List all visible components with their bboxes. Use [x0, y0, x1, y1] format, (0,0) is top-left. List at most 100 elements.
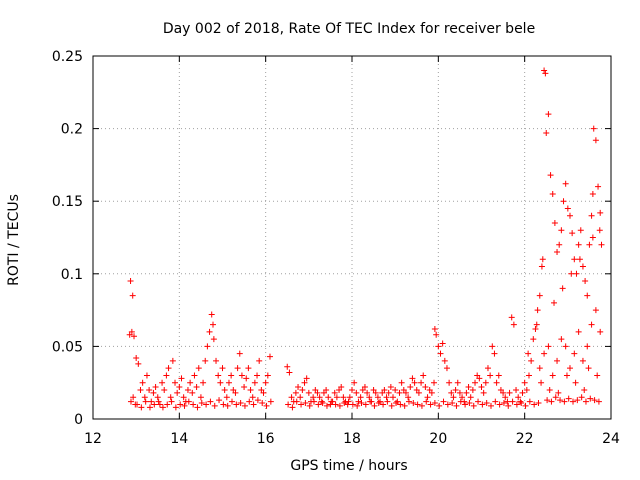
y-tick-label: 0	[74, 412, 83, 428]
data-point	[554, 357, 561, 364]
data-point	[562, 180, 569, 187]
data-point	[243, 375, 250, 382]
data-point	[148, 398, 155, 405]
data-point	[197, 394, 204, 401]
data-point	[247, 386, 254, 393]
data-point	[146, 404, 153, 411]
data-point	[375, 400, 382, 407]
data-point	[482, 379, 489, 386]
data-point	[295, 384, 302, 391]
data-point	[483, 400, 490, 407]
data-point	[536, 292, 543, 299]
data-point	[590, 125, 597, 132]
data-point	[206, 328, 213, 335]
data-point	[358, 400, 365, 407]
data-point	[131, 333, 138, 340]
data-point	[435, 343, 442, 350]
data-point	[266, 353, 273, 360]
data-point	[194, 404, 201, 411]
data-point	[541, 67, 548, 74]
data-point	[210, 336, 217, 343]
data-point	[407, 384, 414, 391]
data-point	[159, 379, 166, 386]
data-point	[500, 400, 507, 407]
data-point	[519, 389, 526, 396]
data-point	[232, 389, 239, 396]
data-point	[573, 270, 580, 277]
data-point	[130, 394, 137, 401]
data-point	[133, 355, 140, 362]
data-point	[142, 398, 149, 405]
data-point	[504, 398, 511, 405]
data-point	[355, 398, 362, 405]
data-point	[210, 321, 217, 328]
data-point	[262, 379, 269, 386]
data-point	[551, 299, 558, 306]
data-point	[146, 386, 153, 393]
data-point	[526, 398, 533, 405]
data-point	[311, 398, 318, 405]
data-point	[466, 400, 473, 407]
data-point	[216, 397, 223, 404]
data-point	[284, 363, 291, 370]
data-point	[397, 401, 404, 408]
data-point	[569, 230, 576, 237]
data-point	[424, 394, 431, 401]
data-point	[423, 398, 430, 405]
data-point	[431, 325, 438, 332]
data-point	[215, 372, 222, 379]
data-point	[267, 398, 274, 405]
data-point	[457, 398, 464, 405]
data-point	[234, 365, 241, 372]
data-point	[484, 365, 491, 372]
data-point	[558, 227, 565, 234]
data-point	[564, 205, 571, 212]
data-point	[479, 401, 486, 408]
data-point	[491, 350, 498, 357]
data-point	[385, 389, 392, 396]
data-point	[393, 400, 400, 407]
data-point	[325, 394, 332, 401]
data-point	[422, 384, 429, 391]
data-point	[316, 394, 323, 401]
data-point	[135, 360, 142, 367]
data-point	[164, 401, 171, 408]
data-point	[546, 386, 553, 393]
data-point	[556, 241, 563, 248]
data-point	[475, 398, 482, 405]
data-point	[381, 386, 388, 393]
data-point	[315, 401, 322, 408]
data-point	[409, 375, 416, 382]
data-point	[301, 379, 308, 386]
data-point	[480, 389, 487, 396]
data-point	[443, 365, 450, 372]
data-point	[595, 398, 602, 405]
data-point	[180, 394, 187, 401]
x-tick-label: 18	[343, 431, 361, 447]
data-point	[548, 398, 555, 405]
data-point	[225, 379, 232, 386]
data-point	[185, 398, 192, 405]
data-point	[433, 331, 440, 338]
data-point	[587, 395, 594, 402]
data-point	[444, 401, 451, 408]
data-point	[336, 402, 343, 409]
data-point	[592, 307, 599, 314]
data-point	[441, 357, 448, 364]
data-point	[571, 350, 578, 357]
data-point	[450, 394, 457, 401]
data-point	[584, 292, 591, 299]
data-points	[126, 67, 605, 411]
data-point	[513, 401, 520, 408]
data-point	[465, 384, 472, 391]
data-point	[177, 401, 184, 408]
data-point	[251, 379, 258, 386]
data-point	[570, 398, 577, 405]
data-point	[588, 212, 595, 219]
data-point	[213, 357, 220, 364]
data-point	[143, 372, 150, 379]
data-point	[338, 384, 345, 391]
data-point	[538, 263, 545, 270]
data-point	[448, 389, 455, 396]
